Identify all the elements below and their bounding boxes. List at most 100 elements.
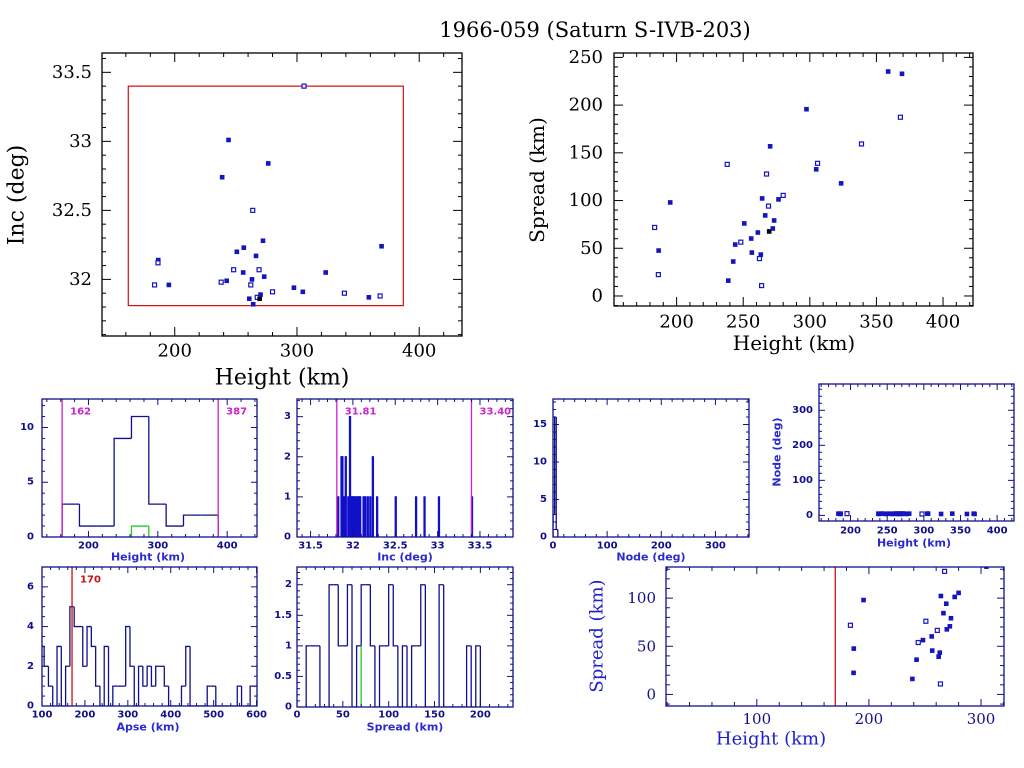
y-axis-label: Inc (deg): [5, 145, 30, 246]
data-point: [861, 597, 866, 603]
data-point: [919, 511, 925, 517]
x-tick-label: 300: [793, 312, 827, 333]
data-point: [937, 681, 944, 687]
data-point: [897, 114, 904, 120]
data-point: [776, 197, 781, 202]
hist-bar: [305, 645, 311, 707]
hist-bar: [375, 496, 379, 537]
data-point: [941, 610, 946, 616]
hist-bar: [362, 496, 365, 537]
hist-bar: [146, 665, 152, 687]
hist-bar: [348, 416, 352, 537]
reference-line-label: 33.40: [479, 407, 511, 418]
x-tick-label: 200: [78, 541, 99, 552]
hist-bar: [406, 645, 412, 707]
data-point: [758, 282, 765, 289]
data-point: [377, 293, 383, 299]
hist-bar: [99, 686, 105, 706]
hist-bar: [73, 606, 79, 628]
data-point: [765, 203, 772, 209]
y-tick-label: 6: [27, 581, 34, 592]
plot-area: [836, 511, 977, 517]
x-tick-label: 50: [336, 710, 350, 721]
hist-bar: [155, 665, 161, 687]
reference-line-label: 170: [80, 575, 101, 586]
data-point: [738, 239, 744, 245]
x-tick-label: 400: [160, 710, 181, 721]
data-point: [956, 590, 961, 596]
hist-bar: [47, 666, 53, 687]
x-axis-label: Inc (deg): [377, 551, 433, 564]
hist-bar: [470, 645, 476, 707]
hist-bar: [113, 437, 132, 527]
data-point: [814, 160, 821, 166]
hist-bar: [392, 584, 398, 647]
hist-bar: [355, 645, 362, 707]
x-tick-label: 250: [726, 312, 760, 333]
data-point: [948, 615, 954, 621]
plot-inc-vs-height: 200 300 400 32 32.5 33 33.5 Height (km) Inc (deg…: [5, 52, 463, 391]
hist-bar: [86, 625, 92, 667]
y-tick-label: 100: [792, 475, 813, 486]
hist-bar: [133, 666, 139, 706]
data-point: [655, 272, 661, 278]
y-tick-label: 5: [540, 494, 547, 505]
hist-bar: [359, 496, 362, 537]
x-axis-label: Height (km): [733, 331, 855, 355]
plot-inc-histogram: 31.81 33.40 31.5 32 32.5 33 33.5 0 1 2 3 Inc (deg): [284, 398, 514, 564]
reference-line-label: 162: [70, 407, 91, 418]
hist-bar: [347, 496, 350, 537]
data-point: [813, 167, 819, 172]
data-point: [240, 270, 246, 275]
x-tick-label: 0: [294, 710, 301, 721]
data-point: [937, 650, 943, 655]
plot-height-histogram: 162 387 200 300 400 0 5 10 Height (km): [20, 398, 258, 564]
data-point: [759, 196, 765, 201]
data-point: [261, 274, 267, 279]
x-tick-label: 100: [742, 710, 771, 728]
data-point: [767, 144, 773, 149]
hist-bar: [437, 496, 441, 537]
hist-bar: [125, 625, 130, 687]
data-point: [253, 253, 259, 259]
y-tick-label: 100: [569, 190, 603, 211]
plot-area: [305, 584, 482, 707]
data-point: [241, 245, 247, 250]
y-tick-label: 15: [533, 419, 547, 430]
data-point: [838, 181, 844, 186]
x-tick-label: 200: [840, 526, 861, 537]
data-point: [379, 243, 384, 249]
data-point: [920, 637, 926, 643]
y-tick-label: 4: [27, 621, 34, 632]
hist-bar: [148, 416, 167, 505]
hist-bar: [401, 645, 408, 707]
data-point: [749, 250, 755, 255]
hist-bar: [215, 686, 221, 706]
y-tick-label: 1.5: [274, 610, 292, 621]
y-tick-label: 300: [792, 405, 813, 416]
x-axis-label: Height (km): [215, 366, 350, 391]
data-point: [755, 230, 761, 235]
x-tick-label: 100: [32, 710, 53, 721]
hist-bar: [475, 645, 481, 707]
y-tick-label: 250: [569, 47, 603, 68]
y-tick-label: 0: [592, 285, 603, 306]
hist-bar: [94, 646, 100, 687]
hist-bar: [424, 584, 430, 707]
data-point: [944, 627, 950, 632]
hist-bar: [206, 685, 212, 706]
hist-bar: [369, 496, 372, 537]
hist-bar: [397, 645, 403, 707]
x-tick-label: 300: [913, 526, 934, 537]
data-point: [301, 83, 307, 89]
data-point: [366, 295, 372, 300]
x-tick-label: 400: [987, 526, 1008, 537]
hist-bar: [366, 496, 369, 537]
y-tick-label: 10: [20, 422, 34, 433]
x-tick-label: 31.5: [298, 541, 323, 552]
x-tick-label: 150: [424, 710, 445, 721]
reference-line-label: 387: [226, 407, 247, 418]
data-point: [851, 646, 857, 651]
x-tick-label: 200: [651, 541, 672, 552]
